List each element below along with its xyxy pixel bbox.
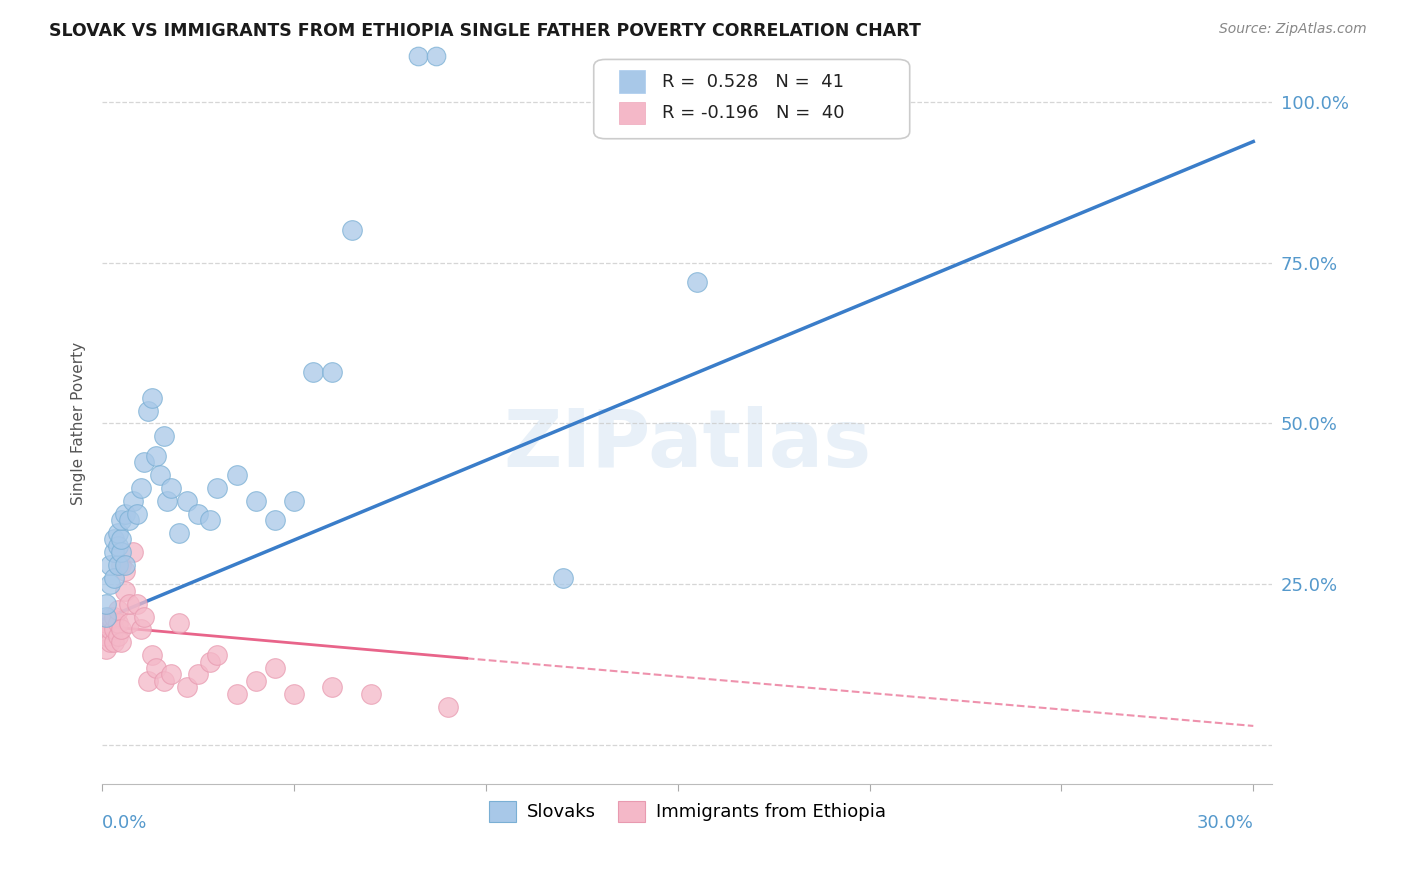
Point [176, 493, 198, 508]
Point [129, 481, 152, 495]
Point [152, 673, 174, 688]
Point [187, 667, 209, 681]
Point [110, 545, 132, 559]
Point [207, 481, 229, 495]
Point [160, 667, 183, 681]
Point [114, 507, 136, 521]
Point [321, 681, 343, 695]
Point [94, 597, 117, 611]
Text: SLOVAK VS IMMIGRANTS FROM ETHIOPIA SINGLE FATHER POVERTY CORRELATION CHART: SLOVAK VS IMMIGRANTS FROM ETHIOPIA SINGL… [49, 22, 921, 40]
Point [103, 635, 125, 649]
Point [134, 609, 156, 624]
Point [103, 571, 125, 585]
Point [103, 623, 125, 637]
Point [114, 558, 136, 572]
Point [360, 687, 382, 701]
Point [1184, 88, 1206, 103]
Point [145, 449, 167, 463]
Point [129, 623, 152, 637]
Point [118, 615, 141, 630]
Point [145, 661, 167, 675]
Text: Source: ZipAtlas.com: Source: ZipAtlas.com [1219, 22, 1367, 37]
Point [94, 609, 117, 624]
Point [152, 429, 174, 443]
Point [107, 558, 129, 572]
Point [141, 391, 163, 405]
Point [122, 493, 145, 508]
Point [136, 403, 159, 417]
Text: R =  0.528   N =  41: R = 0.528 N = 41 [662, 73, 844, 92]
Point [245, 673, 267, 688]
Point [94, 629, 117, 643]
Text: 30.0%: 30.0% [1197, 814, 1253, 832]
Text: 0.0%: 0.0% [103, 814, 148, 832]
Point [122, 545, 145, 559]
Point [136, 673, 159, 688]
Point [283, 687, 305, 701]
Point [98, 577, 121, 591]
FancyBboxPatch shape [593, 60, 910, 139]
Point [98, 623, 121, 637]
Point [207, 648, 229, 662]
Point [98, 609, 121, 624]
Point [114, 565, 136, 579]
Point [264, 513, 287, 527]
Text: ZIPatlas: ZIPatlas [503, 406, 872, 484]
Point [103, 545, 125, 559]
Point [110, 533, 132, 547]
Point [110, 513, 132, 527]
Point [225, 467, 247, 482]
Point [160, 481, 183, 495]
Point [103, 609, 125, 624]
Point [114, 583, 136, 598]
Point [98, 635, 121, 649]
Point [107, 615, 129, 630]
Point [176, 681, 198, 695]
Point [107, 525, 129, 540]
Point [302, 365, 325, 379]
Point [149, 467, 172, 482]
Point [107, 603, 129, 617]
Point [264, 661, 287, 675]
Point [107, 629, 129, 643]
Point [110, 635, 132, 649]
Legend: Slovaks, Immigrants from Ethiopia: Slovaks, Immigrants from Ethiopia [482, 794, 893, 829]
Point [118, 513, 141, 527]
Point [321, 365, 343, 379]
Point [125, 597, 148, 611]
Point [125, 507, 148, 521]
Point [141, 648, 163, 662]
Point [340, 223, 363, 237]
Point [94, 615, 117, 630]
Point [283, 493, 305, 508]
Point [118, 597, 141, 611]
Text: R = -0.196   N =  40: R = -0.196 N = 40 [662, 104, 844, 122]
Point [225, 687, 247, 701]
Point [110, 558, 132, 572]
Point [686, 275, 709, 289]
Point [98, 558, 121, 572]
Point [167, 615, 190, 630]
Point [436, 699, 458, 714]
Point [156, 493, 179, 508]
Point [94, 641, 117, 656]
Point [187, 507, 209, 521]
Point [198, 655, 221, 669]
Point [103, 533, 125, 547]
FancyBboxPatch shape [620, 70, 645, 93]
Point [245, 493, 267, 508]
Point [107, 539, 129, 553]
Point [110, 623, 132, 637]
Point [167, 525, 190, 540]
Y-axis label: Single Father Poverty: Single Father Poverty [72, 342, 86, 505]
FancyBboxPatch shape [620, 102, 645, 124]
Point [1128, 88, 1150, 103]
Point [134, 455, 156, 469]
Point [198, 513, 221, 527]
Point [551, 571, 574, 585]
